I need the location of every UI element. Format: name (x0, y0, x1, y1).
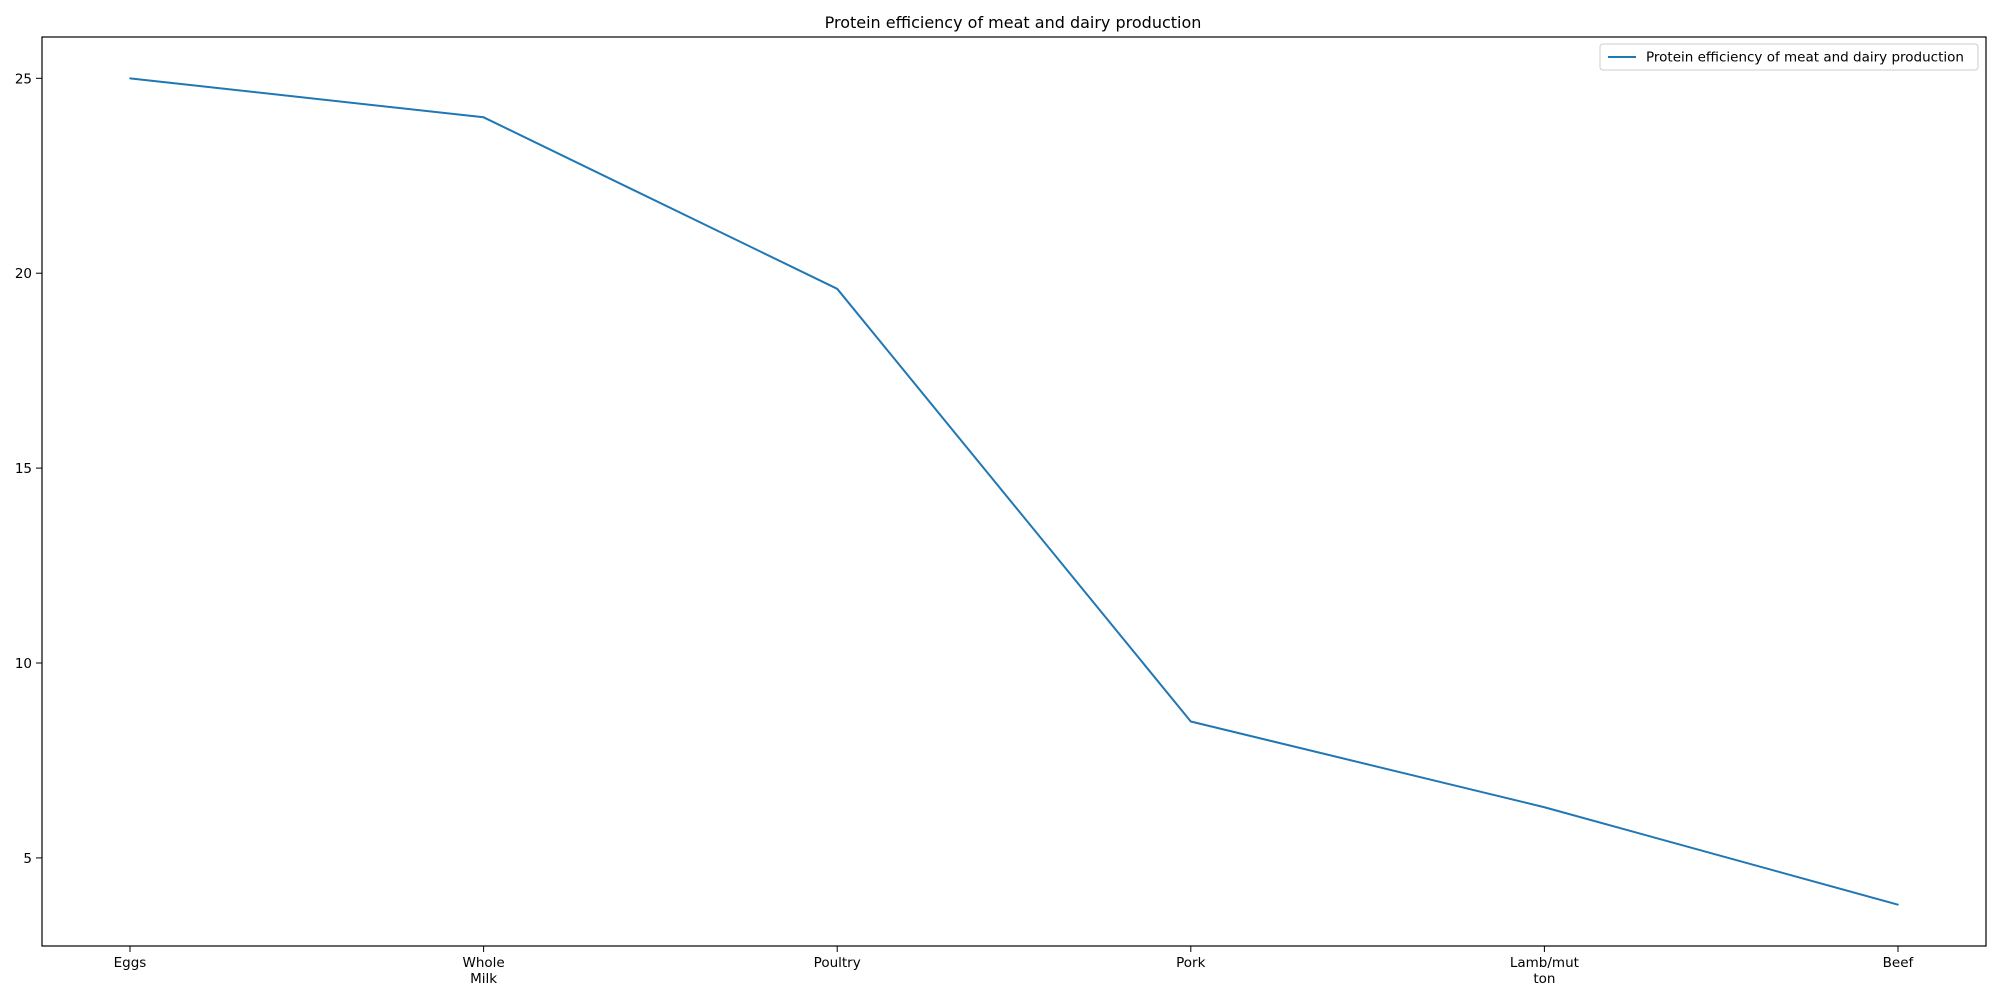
data-point (836, 288, 838, 290)
x-tick-label-line: Milk (470, 971, 497, 987)
series-line (129, 77, 1899, 906)
data-point (1190, 720, 1192, 723)
x-tick-label: Pork (1176, 955, 1205, 971)
y-tick-label: 10 (15, 656, 32, 672)
data-point (482, 116, 485, 119)
x-tick-label-line: Beef (1883, 955, 1915, 971)
y-tick-label: 15 (15, 461, 32, 477)
x-tick-label: Beef (1883, 955, 1915, 971)
y-axis: 5 10 15 20 25 (15, 71, 42, 867)
x-tick-label-line: Lamb/mut (1510, 955, 1579, 971)
axes-frame (41, 36, 1987, 947)
data-point (129, 77, 131, 80)
legend: Protein efficiency of meat and dairy pro… (1599, 43, 1979, 71)
plot-area: 5 10 15 20 25 Eggs Whole Milk Poultry Pork Lamb/m… (15, 36, 1987, 987)
data-point (1897, 903, 1899, 906)
x-tick-label-line: Pork (1176, 955, 1205, 971)
x-tick-label: Eggs (114, 955, 147, 971)
x-tick-label-line: Eggs (114, 955, 147, 971)
x-tick-label-line: ton (1533, 971, 1555, 987)
x-tick-label: Poultry (814, 955, 861, 971)
y-tick-label: 25 (15, 71, 32, 87)
data-point (1543, 806, 1546, 809)
y-tick-label: 20 (15, 266, 32, 282)
x-tick-label-line: Whole (462, 955, 504, 971)
legend-frame (1599, 43, 1979, 71)
x-tick-label: Lamb/mut ton (1510, 955, 1579, 987)
legend-label: Protein efficiency of meat and dairy pro… (1646, 50, 1964, 66)
x-tick-label: Whole Milk (462, 955, 504, 987)
y-tick-label: 5 (23, 851, 32, 867)
chart-title: Protein efficiency of meat and dairy pro… (825, 13, 1202, 32)
x-tick-label-line: Poultry (814, 955, 861, 971)
x-axis: Eggs Whole Milk Poultry Pork Lamb/mut ton Beef (114, 946, 1915, 987)
series-layer (129, 77, 1899, 906)
